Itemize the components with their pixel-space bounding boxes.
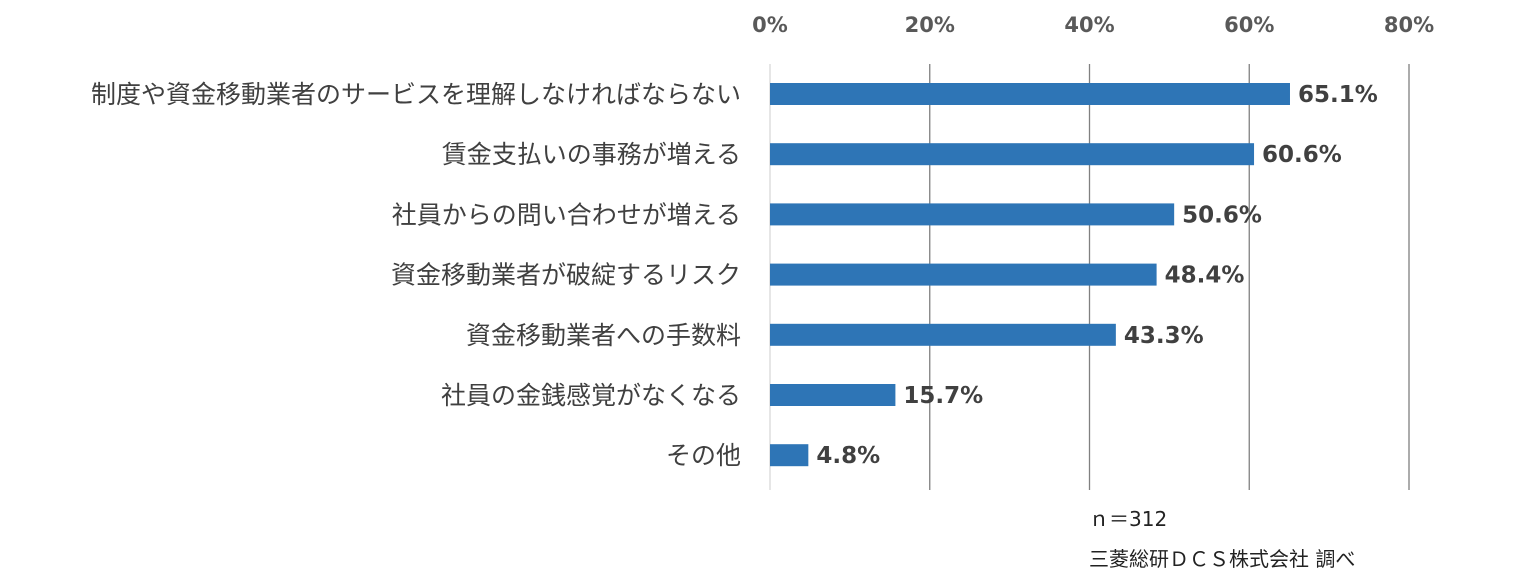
data-label: 65.1% <box>1298 82 1378 108</box>
x-tick-label: 60% <box>1224 13 1274 37</box>
data-label: 50.6% <box>1182 202 1262 228</box>
category-label: その他 <box>666 441 741 470</box>
category-label: 資金移動業者への手数料 <box>466 321 741 350</box>
data-label: 43.3% <box>1124 323 1204 349</box>
category-label: 賃金支払いの事務が増える <box>442 140 741 169</box>
data-labels: 65.1% 60.6% 50.6% 48.4% 43.3% 15.7% 4.8% <box>816 82 1377 469</box>
bar <box>770 83 1290 105</box>
data-label: 15.7% <box>903 383 983 409</box>
x-tick-label: 80% <box>1384 13 1434 37</box>
category-label: 社員からの問い合わせが増える <box>392 200 741 229</box>
category-label: 制度や資金移動業者のサービスを理解しなければならない <box>91 80 741 109</box>
data-label: 60.6% <box>1262 142 1342 168</box>
data-label: 48.4% <box>1165 263 1245 289</box>
bars <box>770 83 1290 467</box>
category-labels: 制度や資金移動業者のサービスを理解しなければならない賃金支払いの事務が増える社員… <box>91 80 741 470</box>
bar <box>770 444 809 467</box>
bar <box>770 323 1116 346</box>
sample-size-note: ｎ＝312 <box>1089 507 1168 531</box>
category-label: 社員の金銭感覚がなくなる <box>441 381 741 410</box>
bar <box>770 263 1157 286</box>
x-tick-label: 20% <box>905 13 955 37</box>
category-label: 資金移動業者が破綻するリスク <box>391 261 741 290</box>
x-axis-ticks: 0% 20% 40% 60% 80% <box>752 13 1434 37</box>
bar <box>770 203 1175 226</box>
x-tick-label: 0% <box>752 13 788 37</box>
bar <box>770 143 1255 166</box>
bar <box>770 384 896 406</box>
x-tick-label: 40% <box>1064 13 1114 37</box>
data-label: 4.8% <box>816 443 880 469</box>
source-note: 三菱総研ＤＣＳ株式会社 調べ <box>1089 547 1356 571</box>
